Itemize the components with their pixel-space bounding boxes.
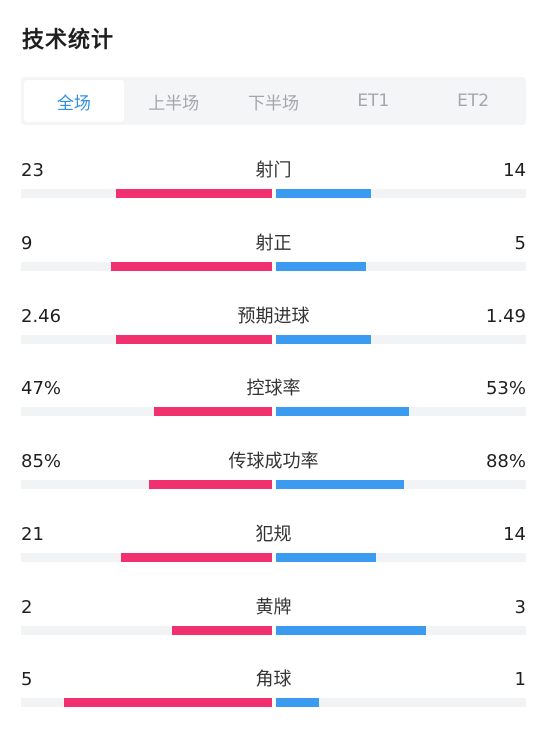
away-bar-track (276, 189, 526, 198)
home-bar-track (21, 407, 272, 416)
page-title: 技术统计 (22, 28, 115, 53)
home-bar-track (21, 262, 272, 271)
home-value: 5 (21, 669, 33, 690)
tab-et1[interactable]: ET1 (357, 91, 390, 111)
home-bar-fill (116, 189, 272, 198)
away-bar-track (276, 480, 526, 489)
tab-full-match[interactable]: 全场 (24, 80, 124, 122)
stat-label: 黄牌 (255, 597, 292, 618)
away-bar-fill (276, 407, 409, 416)
away-bar-fill (276, 480, 404, 489)
home-bar-fill (116, 335, 272, 344)
home-bar-fill (121, 553, 272, 562)
away-value: 53% (485, 378, 526, 399)
away-bar-fill (276, 262, 366, 271)
period-tabs: 全场 上半场 下半场 ET1 ET2 (21, 77, 526, 125)
away-bar-track (276, 626, 526, 635)
home-value: 2.46 (21, 306, 62, 327)
stat-row-shots-on-target: 9 射正 5 (21, 232, 526, 272)
away-value: 5 (514, 233, 526, 254)
stat-label: 角球 (255, 669, 292, 690)
stat-row-expected-goals: 2.46 预期进球 1.49 (21, 305, 526, 345)
tab-first-half[interactable]: 上半场 (148, 93, 200, 114)
stat-row-possession: 47% 控球率 53% (21, 377, 526, 417)
away-value: 1 (514, 669, 526, 690)
stat-row-pass-accuracy: 85% 传球成功率 88% (21, 450, 526, 490)
home-bar-fill (64, 698, 272, 707)
away-bar-track (276, 553, 526, 562)
home-value: 85% (21, 451, 62, 472)
stat-label: 犯规 (255, 524, 292, 545)
stat-label: 预期进球 (237, 306, 310, 327)
away-bar-track (276, 335, 526, 344)
home-value: 47% (21, 378, 62, 399)
stat-row-shots: 23 射门 14 (21, 159, 526, 199)
home-value: 2 (21, 597, 33, 618)
home-bar-fill (154, 407, 272, 416)
home-value: 9 (21, 233, 33, 254)
home-bar-track (21, 553, 272, 562)
home-bar-track (21, 189, 272, 198)
away-bar-fill (276, 189, 371, 198)
away-value: 1.49 (485, 306, 526, 327)
home-bar-track (21, 698, 272, 707)
home-bar-fill (149, 480, 272, 489)
away-bar-track (276, 262, 526, 271)
tab-second-half[interactable]: 下半场 (247, 93, 299, 114)
away-bar-track (276, 407, 526, 416)
home-value: 23 (21, 160, 44, 181)
stat-label: 控球率 (246, 378, 301, 399)
home-bar-track (21, 626, 272, 635)
away-bar-fill (276, 626, 426, 635)
away-value: 88% (485, 451, 526, 472)
stat-label: 传球成功率 (228, 451, 319, 472)
away-value: 14 (503, 524, 526, 545)
home-bar-fill (111, 262, 272, 271)
home-value: 21 (21, 524, 44, 545)
away-value: 3 (514, 597, 526, 618)
home-bar-track (21, 335, 272, 344)
tab-et2[interactable]: ET2 (457, 91, 490, 111)
away-bar-fill (276, 335, 371, 344)
stat-label: 射正 (255, 233, 292, 254)
home-bar-fill (172, 626, 272, 635)
stat-row-yellow-cards: 2 黄牌 3 (21, 596, 526, 636)
away-bar-track (276, 698, 526, 707)
away-bar-fill (276, 553, 376, 562)
stat-row-fouls: 21 犯规 14 (21, 523, 526, 563)
stat-row-corners: 5 角球 1 (21, 668, 526, 708)
away-bar-fill (276, 698, 319, 707)
home-bar-track (21, 480, 272, 489)
stat-label: 射门 (255, 160, 292, 181)
away-value: 14 (503, 160, 526, 181)
